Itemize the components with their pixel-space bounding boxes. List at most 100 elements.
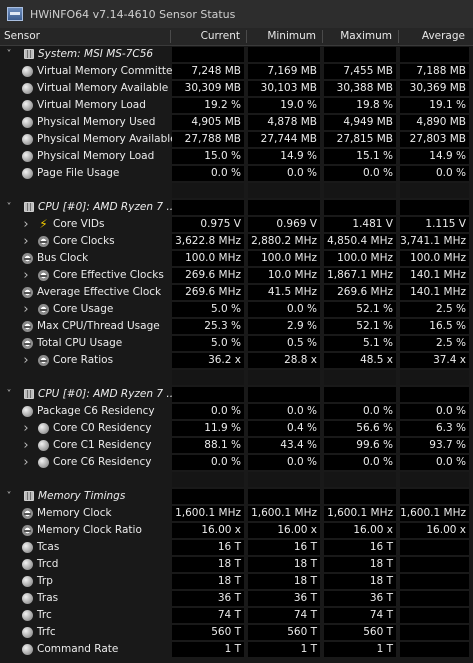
sensor-group[interactable]: ˅ CPU [#0]: AMD Ryzen 7 ... <box>0 386 473 403</box>
column-header-current[interactable]: Current <box>200 30 240 42</box>
value-minimum: 27,744 MB <box>248 132 320 147</box>
value-maximum: 27,815 MB <box>324 132 396 147</box>
expand-chevron-icon[interactable]: › <box>23 421 29 436</box>
expand-chevron-icon[interactable]: › <box>23 302 29 317</box>
sensor-row[interactable]: › Core Ratios 36.2 x 28.8 x 48.5 x 37.4 x <box>0 352 473 369</box>
value-minimum: 100.0 MHz <box>248 251 320 266</box>
value-maximum: 5.1 % <box>324 336 396 351</box>
collapse-chevron-icon[interactable]: ˅ <box>6 491 12 502</box>
sensor-group[interactable]: ˅ System: MSI MS-7C56 <box>0 46 473 63</box>
value-minimum: 0.0 % <box>248 302 320 317</box>
collapse-chevron-icon[interactable]: ˅ <box>6 202 12 213</box>
value-current: 7,248 MB <box>172 64 244 79</box>
value-minimum: 28.8 x <box>248 353 320 368</box>
sensor-row[interactable]: Package C6 Residency 0.0 % 0.0 % 0.0 % 0.0 % <box>0 403 473 420</box>
sensor-row[interactable]: Virtual Memory Load 19.2 % 19.0 % 19.8 % 19.… <box>0 97 473 114</box>
sensor-row[interactable]: Physical Memory Available 27,788 MB 27,744… <box>0 131 473 148</box>
sensor-group[interactable]: ˅ Memory Timings <box>0 488 473 505</box>
sensor-label: Trp <box>37 575 53 587</box>
chip-icon <box>24 202 34 212</box>
sensor-row[interactable]: Command Rate 1 T 1 T 1 T <box>0 641 473 658</box>
sensor-row[interactable]: Trfc 560 T 560 T 560 T <box>0 624 473 641</box>
value-maximum: 56.6 % <box>324 421 396 436</box>
value-minimum: 0.0 % <box>248 455 320 470</box>
value-current: 1 T <box>172 642 244 657</box>
column-header-sensor[interactable]: Sensor <box>4 30 40 42</box>
expand-chevron-icon[interactable]: › <box>23 455 29 470</box>
value-current: 18 T <box>172 557 244 572</box>
sensor-row[interactable]: Average Effective Clock 269.6 MHz 41.5 MHz… <box>0 284 473 301</box>
sensor-row[interactable]: › Core Clocks 3,622.8 MHz 2,880.2 MHz 4,850.… <box>0 233 473 250</box>
sensor-row[interactable]: Max CPU/Thread Usage 25.3 % 2.9 % 52.1 % 16.… <box>0 318 473 335</box>
expand-chevron-icon[interactable]: › <box>23 268 29 283</box>
value-average: 27,803 MB <box>400 132 469 147</box>
collapse-chevron-icon[interactable]: ˅ <box>6 389 12 400</box>
column-header-maximum[interactable]: Maximum <box>340 30 392 42</box>
value-average: 19.1 % <box>400 98 469 113</box>
sensor-label: Total CPU Usage <box>37 337 123 349</box>
sensor-row[interactable]: Tcas 16 T 16 T 16 T <box>0 539 473 556</box>
sensor-row[interactable]: › Core C1 Residency 88.1 % 43.4 % 99.6 % 93.7… <box>0 437 473 454</box>
sensor-label: Max CPU/Thread Usage <box>37 320 160 332</box>
sensor-group-label: Memory Timings <box>38 490 126 502</box>
sensor-label: Physical Memory Available <box>37 133 177 145</box>
sensor-row[interactable]: Total CPU Usage 5.0 % 0.5 % 5.1 % 2.5 % <box>0 335 473 352</box>
sensor-row[interactable]: Memory Clock Ratio 16.00 x 16.00 x 16.00 x 1… <box>0 522 473 539</box>
value-minimum: 18 T <box>248 557 320 572</box>
sensor-row[interactable]: Physical Memory Used 4,905 MB 4,878 MB 4,94… <box>0 114 473 131</box>
sensor-row[interactable]: Memory Clock 1,600.1 MHz 1,600.1 MHz 1,600.… <box>0 505 473 522</box>
sensor-label: Tras <box>37 592 59 604</box>
value-average: 7,188 MB <box>400 64 469 79</box>
sensor-row[interactable]: › Core C6 Residency 0.0 % 0.0 % 0.0 % 0.0 % <box>0 454 473 471</box>
spacer-row <box>0 182 473 199</box>
sensor-row[interactable]: Bus Clock 100.0 MHz 100.0 MHz 100.0 MHz 100.… <box>0 250 473 267</box>
sensor-group-label: System: MSI MS-7C56 <box>38 48 154 60</box>
sensor-row[interactable]: Virtual Memory Available 30,309 MB 30,103 … <box>0 80 473 97</box>
value-maximum: 100.0 MHz <box>324 251 396 266</box>
sensor-row[interactable]: Tras 36 T 36 T 36 T <box>0 590 473 607</box>
circle-icon <box>22 593 33 604</box>
column-header-minimum[interactable]: Minimum <box>267 30 316 42</box>
value-minimum: 41.5 MHz <box>248 285 320 300</box>
value-maximum: 16 T <box>324 540 396 555</box>
sensor-row[interactable]: › Core Usage 5.0 % 0.0 % 52.1 % 2.5 % <box>0 301 473 318</box>
expand-chevron-icon[interactable]: › <box>23 217 29 232</box>
value-current: 16 T <box>172 540 244 555</box>
sensor-row[interactable]: Trcd 18 T 18 T 18 T <box>0 556 473 573</box>
clock-icon <box>38 355 49 366</box>
sensor-row[interactable]: Trp 18 T 18 T 18 T <box>0 573 473 590</box>
value-current: 5.0 % <box>172 302 244 317</box>
value-maximum: 48.5 x <box>324 353 396 368</box>
sensor-row[interactable]: Virtual Memory Committed 7,248 MB 7,169 MB… <box>0 63 473 80</box>
column-header-average[interactable]: Average <box>421 30 465 42</box>
value-maximum: 36 T <box>324 591 396 606</box>
sensor-row[interactable]: Physical Memory Load 15.0 % 14.9 % 15.1 % 14… <box>0 148 473 165</box>
value-maximum: 0.0 % <box>324 455 396 470</box>
column-header: Sensor Current Minimum Maximum Average <box>0 28 473 46</box>
sensor-row[interactable]: Page File Usage 0.0 % 0.0 % 0.0 % 0.0 % <box>0 165 473 182</box>
value-minimum: 2,880.2 MHz <box>248 234 320 249</box>
sensor-row[interactable]: › ⚡ Core VIDs 0.975 V 0.969 V 1.481 V 1.115 V <box>0 216 473 233</box>
sensor-group[interactable]: ˅ CPU [#0]: AMD Ryzen 7 ... <box>0 199 473 216</box>
value-minimum: 1,600.1 MHz <box>248 506 320 521</box>
value-minimum: 74 T <box>248 608 320 623</box>
value-current: 15.0 % <box>172 149 244 164</box>
chip-icon <box>24 491 34 501</box>
collapse-chevron-icon[interactable]: ˅ <box>6 49 12 60</box>
value-maximum: 52.1 % <box>324 319 396 334</box>
circle-icon <box>38 457 49 468</box>
clock-icon <box>22 253 33 264</box>
value-current: 88.1 % <box>172 438 244 453</box>
value-minimum: 18 T <box>248 574 320 589</box>
value-minimum: 0.0 % <box>248 404 320 419</box>
sensor-row[interactable]: › Core Effective Clocks 269.6 MHz 10.0 MHz 1… <box>0 267 473 284</box>
value-current: 19.2 % <box>172 98 244 113</box>
sensor-row[interactable]: › Core C0 Residency 11.9 % 0.4 % 56.6 % 6.3 % <box>0 420 473 437</box>
expand-chevron-icon[interactable]: › <box>23 438 29 453</box>
expand-chevron-icon[interactable]: › <box>23 353 29 368</box>
value-maximum: 30,388 MB <box>324 81 396 96</box>
value-maximum: 4,949 MB <box>324 115 396 130</box>
expand-chevron-icon[interactable]: › <box>23 234 29 249</box>
value-current: 1,600.1 MHz <box>172 506 244 521</box>
sensor-row[interactable]: Trc 74 T 74 T 74 T <box>0 607 473 624</box>
